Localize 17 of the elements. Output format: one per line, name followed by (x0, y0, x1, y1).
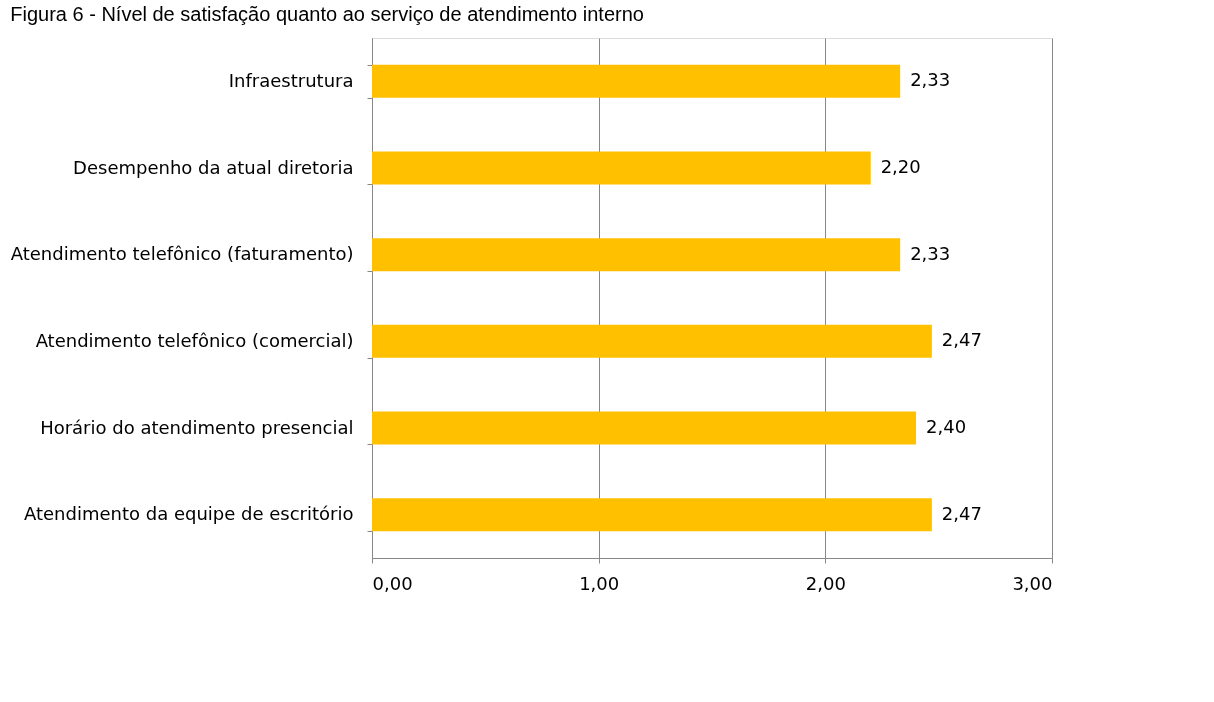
data-label: 2,20 (880, 156, 921, 177)
data-label: 2,40 (926, 416, 967, 437)
y-tick-label: Infraestrutura (228, 69, 354, 91)
data-label: 2,47 (941, 329, 982, 351)
x-tick-label: 3,00 (1012, 572, 1053, 594)
y-tick-label: Horário do atendimento presencial (40, 416, 354, 438)
chart-title: Figura 6 - Nível de satisfação quanto ao serviço de atendimento interno (10, 3, 644, 25)
data-label: 2,47 (941, 502, 982, 524)
y-tick-label: Atendimento telefônico (faturamento) (10, 243, 354, 265)
y-tick-label: Desempenho da atual diretoria (73, 156, 354, 178)
x-tick-label: 0,00 (372, 572, 413, 594)
y-tick-label: Atendimento da equipe de escritório (23, 503, 354, 525)
y-tick-label: Atendimento telefônico (comercial) (35, 329, 354, 351)
data-label: 2,33 (910, 69, 951, 91)
data-label: 2,33 (910, 242, 951, 264)
x-tick-label: 1,00 (579, 572, 620, 594)
x-tick-label: 2,00 (805, 572, 846, 594)
